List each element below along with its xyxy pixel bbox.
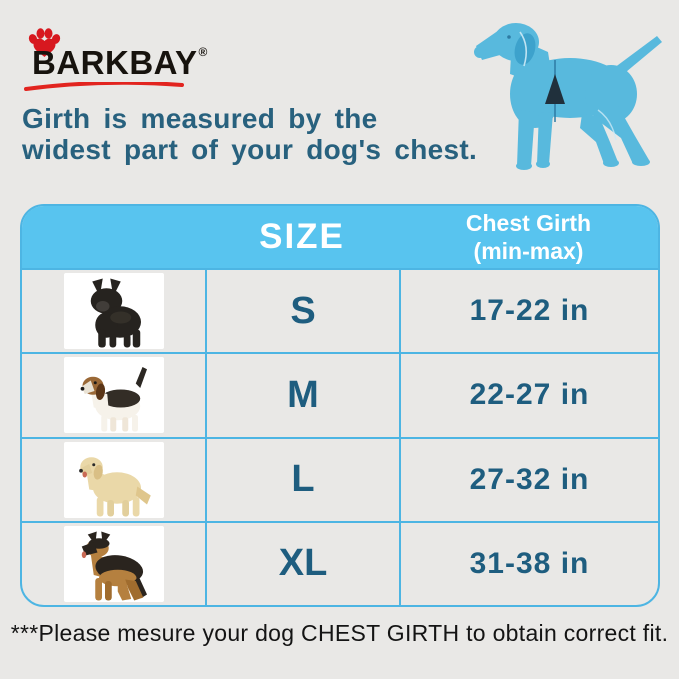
girth-marker-triangle bbox=[545, 74, 565, 104]
header-girth-line2: (min-max) bbox=[473, 238, 584, 264]
size-cell: XL bbox=[205, 522, 399, 605]
header-girth-line1: Chest Girth bbox=[465, 209, 592, 236]
size-cell: L bbox=[205, 438, 399, 521]
breed-photo bbox=[63, 441, 164, 518]
breed-photo bbox=[63, 357, 164, 434]
girth-cell: 27-32 in bbox=[399, 438, 658, 521]
dog-image-french-bulldog bbox=[90, 278, 141, 348]
breed-photo bbox=[63, 273, 164, 350]
dog-image-golden-retriever bbox=[78, 456, 151, 517]
heading-line1: Girth is measured by the bbox=[22, 103, 378, 134]
dog-ear bbox=[514, 33, 536, 65]
brand-name: BARKBAY bbox=[32, 44, 198, 81]
table-row-s: S 17-22 in bbox=[22, 268, 658, 353]
girth-cell: 17-22 in bbox=[399, 270, 658, 353]
girth-dog-illustration bbox=[474, 23, 662, 170]
heading-line2: widest part of your dog's chest. bbox=[22, 134, 478, 165]
registered-trademark-icon: ® bbox=[198, 45, 208, 59]
breed-image-cell bbox=[22, 270, 205, 352]
dog-image-beagle bbox=[80, 367, 147, 432]
breed-image-cell bbox=[22, 439, 205, 521]
header-size-cell: SIZE bbox=[259, 217, 345, 256]
breed-image-cell bbox=[22, 354, 205, 436]
dog-eye bbox=[507, 35, 511, 39]
breed-photo bbox=[63, 525, 164, 602]
girth-cell: 22-27 in bbox=[399, 354, 658, 437]
girth-heading: Girth is measured by the widest part of … bbox=[22, 103, 477, 165]
table-row-xl: XL 31-38 in bbox=[22, 520, 658, 605]
dog-tail bbox=[614, 36, 662, 77]
header-girth-cell: Chest Girth (min-max) bbox=[399, 206, 658, 268]
header-breed-cell bbox=[22, 206, 205, 268]
logo-underline bbox=[24, 82, 184, 91]
table-row-l: L 27-32 in bbox=[22, 436, 658, 521]
size-table: SIZE Chest Girth (min-max) bbox=[20, 204, 660, 607]
paw-icon bbox=[28, 28, 61, 57]
table-header-row: SIZE Chest Girth (min-max) bbox=[22, 206, 658, 268]
table-row-m: M 22-27 in bbox=[22, 352, 658, 437]
breed-image-cell bbox=[22, 523, 205, 605]
girth-cell: 31-38 in bbox=[399, 522, 658, 605]
barkbay-logo: BARKBAY® bbox=[24, 26, 207, 92]
dog-image-german-shepherd bbox=[81, 531, 147, 601]
size-cell: M bbox=[205, 354, 399, 437]
brand-name-row: BARKBAY® bbox=[32, 44, 207, 82]
footnote: ***Please mesure your dog CHEST GIRTH to… bbox=[10, 620, 669, 646]
size-cell: S bbox=[205, 270, 399, 353]
